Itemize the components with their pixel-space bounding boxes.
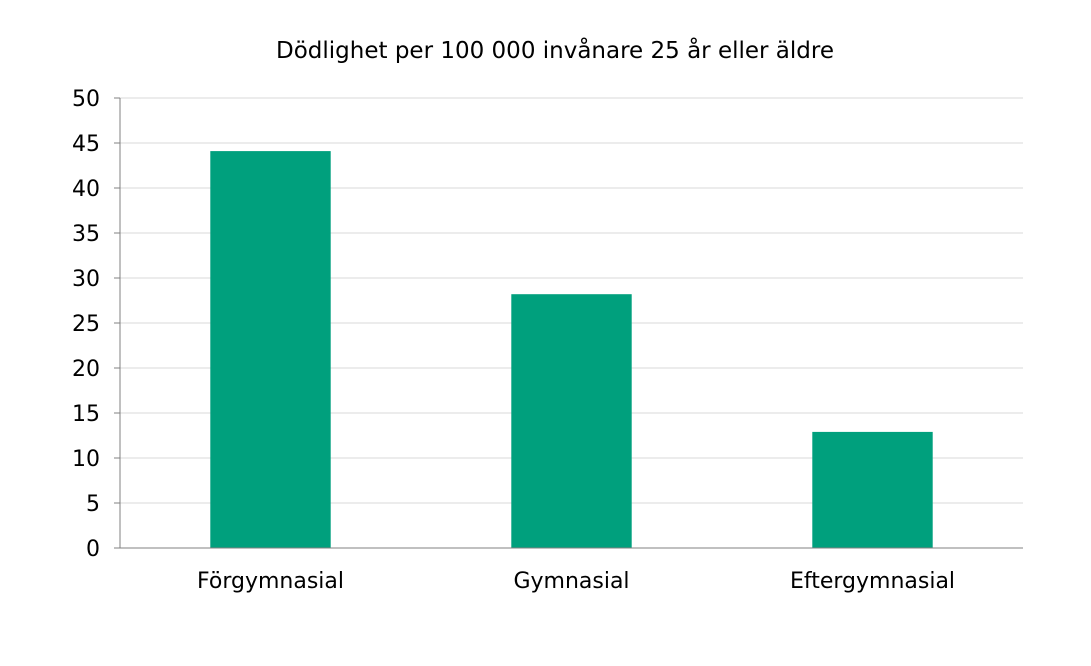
y-axis-ticks: 0 5 10 15 20 25 30 35 40 45 50 (72, 87, 100, 562)
x-category-label: Eftergymnasial (790, 569, 955, 594)
bars (210, 151, 933, 548)
y-tick-label: 40 (72, 177, 100, 202)
y-tick-label: 10 (72, 447, 100, 472)
chart-title: Dödlighet per 100 000 invånare 25 år ell… (276, 36, 834, 64)
bar-3 (812, 431, 933, 548)
x-axis-categories: Förgymnasial Gymnasial Eftergymnasial (197, 569, 955, 594)
bar-1 (210, 151, 331, 548)
y-tick-label: 0 (86, 537, 100, 562)
y-tick-label: 45 (72, 132, 100, 157)
y-tick-label: 20 (72, 357, 100, 382)
y-tick-label: 30 (72, 267, 100, 292)
bar-2 (511, 294, 632, 548)
y-tick-label: 5 (86, 492, 100, 517)
x-category-label: Förgymnasial (197, 569, 344, 594)
y-tick-label: 15 (72, 402, 100, 427)
axes (114, 97, 1023, 549)
y-tick-label: 35 (72, 222, 100, 247)
y-tick-label: 50 (72, 87, 100, 112)
x-category-label: Gymnasial (513, 569, 629, 594)
y-tick-label: 25 (72, 312, 100, 337)
